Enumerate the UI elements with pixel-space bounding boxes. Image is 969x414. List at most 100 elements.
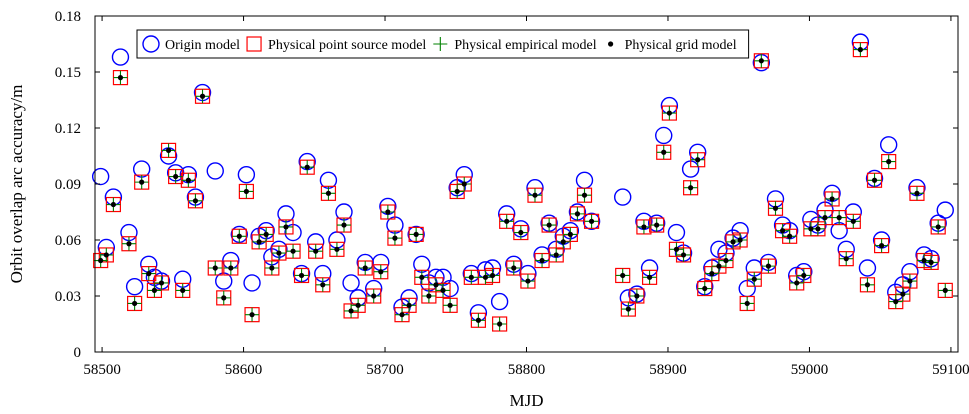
- data-point: [117, 75, 124, 81]
- data-point: [298, 272, 305, 279]
- data-point: [440, 287, 446, 293]
- data-point: [625, 306, 631, 312]
- data-point: [110, 201, 116, 208]
- legend-label: Origin model: [165, 38, 240, 53]
- data-point: [249, 312, 255, 318]
- legend-marker-square-open: [246, 36, 262, 52]
- data-point: [103, 252, 109, 258]
- data-point: [236, 233, 242, 239]
- data-point: [180, 287, 186, 293]
- data-point: [936, 201, 954, 219]
- y-axis-title: Orbit overlap arc accuracy/m: [7, 85, 26, 284]
- data-point: [489, 272, 496, 279]
- y-tick-label: 0.15: [55, 65, 81, 81]
- data-point: [928, 259, 934, 265]
- data-point: [320, 282, 326, 288]
- data-point: [879, 243, 885, 249]
- data-point: [858, 259, 877, 277]
- legend-label: Physical point source model: [268, 38, 426, 53]
- data-point: [221, 295, 227, 301]
- data-point: [553, 252, 559, 258]
- data-point: [334, 246, 340, 252]
- data-point: [808, 226, 814, 232]
- x-tick-label: 58500: [83, 362, 121, 378]
- data-point: [836, 215, 842, 221]
- data-point: [461, 181, 467, 187]
- data-point: [206, 162, 224, 180]
- data-point: [709, 271, 715, 277]
- data-point: [661, 149, 667, 155]
- data-point: [560, 239, 566, 245]
- y-tick-label: 0.12: [55, 121, 81, 137]
- data-point: [614, 188, 632, 206]
- data-point: [355, 302, 361, 308]
- legend-marker-circle-open: [142, 35, 160, 53]
- data-point: [151, 287, 158, 293]
- data-point: [751, 276, 757, 282]
- data-point: [392, 235, 398, 241]
- data-point: [126, 241, 132, 247]
- data-point: [454, 188, 460, 195]
- data-point: [935, 224, 941, 230]
- data-point: [666, 110, 672, 116]
- data-point: [341, 222, 347, 228]
- data-point: [399, 312, 405, 318]
- data-point: [822, 215, 828, 221]
- data-point: [525, 278, 531, 284]
- data-point: [539, 257, 545, 264]
- data-point: [91, 167, 110, 186]
- data-point: [228, 265, 234, 271]
- legend-marker-dot: [608, 41, 614, 47]
- data-point: [667, 223, 686, 242]
- data-point: [787, 233, 793, 239]
- data-point: [362, 265, 368, 271]
- data-point: [125, 277, 144, 296]
- data-point: [426, 293, 432, 299]
- data-point: [893, 299, 899, 305]
- legend-label: Physical grid model: [625, 38, 737, 53]
- data-point: [634, 293, 640, 299]
- data-point: [378, 269, 384, 275]
- data-point: [504, 218, 510, 224]
- data-point: [407, 225, 425, 244]
- x-tick-label: 58700: [366, 362, 404, 378]
- data-point: [447, 302, 453, 308]
- data-point: [695, 157, 701, 163]
- data-point: [567, 231, 573, 237]
- axis-ticks: 58500 58600 58700 58800 58900 59000 59100 0 0.03…: [55, 9, 969, 378]
- x-tick-label: 59000: [791, 362, 829, 378]
- plot-frame: [94, 15, 959, 353]
- y-tick-label: 0.06: [55, 233, 82, 249]
- y-tick-label: 0: [74, 345, 82, 361]
- data-point: [907, 278, 913, 284]
- data-point: [921, 257, 927, 264]
- data-point: [256, 239, 262, 245]
- data-point: [654, 222, 660, 228]
- data-point: [794, 280, 800, 286]
- x-tick-label: 58900: [649, 362, 687, 378]
- data-point: [871, 177, 878, 183]
- data-point: [646, 274, 653, 280]
- data-point: [744, 300, 750, 307]
- data-point: [864, 282, 871, 288]
- data-point: [276, 250, 282, 256]
- data-point: [146, 271, 152, 277]
- y-tick-label: 0.18: [55, 9, 81, 25]
- y-tick-label: 0.03: [55, 289, 81, 305]
- data-point: [546, 222, 552, 228]
- data-point: [290, 248, 296, 254]
- data-point: [900, 291, 906, 297]
- data-point: [348, 308, 354, 314]
- data-point: [730, 239, 736, 245]
- data-point: [283, 224, 289, 230]
- data-point: [588, 218, 595, 224]
- data-point: [371, 293, 377, 299]
- data-point: [723, 257, 729, 264]
- legend-marker-plus: [433, 37, 448, 51]
- data-point: [165, 147, 172, 153]
- data-point: [263, 231, 269, 237]
- data-point: [173, 173, 179, 180]
- data-point: [942, 287, 948, 293]
- data-point: [243, 274, 261, 292]
- series-circle-open: [91, 33, 954, 322]
